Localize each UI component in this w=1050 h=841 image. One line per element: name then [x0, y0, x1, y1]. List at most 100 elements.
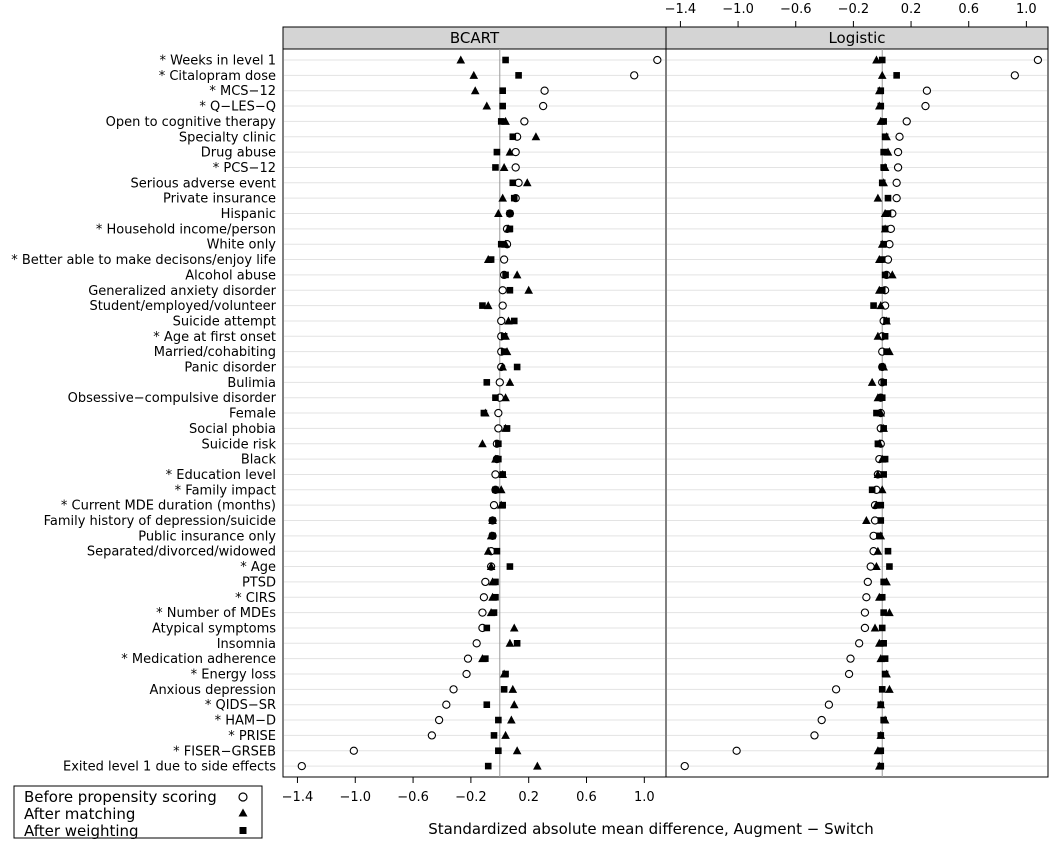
point-weighting — [499, 471, 506, 478]
point-weighting — [506, 210, 514, 217]
point-before — [449, 685, 458, 694]
point-weighting — [489, 532, 496, 540]
point-before — [520, 117, 529, 126]
point-weighting — [499, 102, 506, 110]
point-weighting — [509, 133, 517, 141]
point-weighting — [883, 348, 890, 355]
point-weighting — [506, 563, 514, 570]
point-weighting — [493, 547, 501, 555]
covariate-label: Panic disorder — [184, 361, 276, 376]
point-before — [653, 55, 662, 65]
point-weighting — [880, 578, 887, 586]
point-before — [846, 654, 855, 663]
point-weighting — [878, 256, 886, 263]
point-before — [495, 378, 504, 387]
point-before — [442, 700, 451, 709]
point-weighting — [489, 517, 496, 524]
point-weighting — [509, 179, 517, 187]
covariate-label: Insomnia — [217, 637, 276, 652]
point-matching — [885, 608, 894, 617]
point-matching — [469, 70, 479, 79]
point-weighting — [484, 762, 492, 770]
point-before — [478, 608, 487, 617]
point-weighting — [877, 501, 885, 509]
point-matching — [533, 761, 542, 770]
point-matching — [885, 684, 894, 693]
point-weighting — [880, 240, 887, 248]
point-weighting — [499, 501, 506, 509]
point-weighting — [483, 624, 491, 632]
point-before — [824, 700, 834, 709]
point-weighting — [886, 563, 893, 570]
point-weighting — [497, 118, 505, 125]
point-before — [893, 147, 903, 157]
covariate-label: Generalized anxiety disorder — [88, 284, 276, 299]
point-weighting — [515, 72, 522, 79]
covariate-label: * Weeks in level 1 — [160, 54, 276, 69]
x-axis-title: Standardized absolute mean difference, A… — [428, 820, 873, 838]
panel-title-logistic: Logistic — [828, 29, 885, 47]
point-matching — [512, 270, 522, 279]
covariate-label: Alcohol abuse — [185, 268, 276, 283]
point-weighting — [482, 655, 489, 662]
point-weighting — [513, 640, 521, 647]
point-before — [481, 577, 490, 587]
x-tick-label-bottom: 1.0 — [634, 790, 655, 805]
panels-layer: BCART Logistic — [282, 26, 1049, 778]
point-weighting — [877, 701, 885, 708]
panel-logistic: Logistic — [665, 26, 1049, 778]
point-weighting — [881, 271, 889, 279]
point-matching — [512, 746, 522, 755]
point-matching — [478, 439, 487, 448]
covariate-label: Public insurance only — [138, 529, 276, 544]
covariate-label: * Citalopram dose — [159, 69, 276, 84]
covariate-label: * Age — [240, 560, 276, 575]
point-before — [732, 746, 741, 755]
covariate-label: Anxious depression — [150, 683, 276, 698]
point-weighting — [881, 133, 889, 141]
covariate-label: * PRISE — [228, 729, 276, 744]
point-before — [497, 316, 506, 326]
point-weighting — [493, 148, 501, 156]
x-tick-label-top: −0.6 — [780, 2, 812, 17]
point-before — [427, 731, 437, 740]
x-tick-label-bottom: −1.0 — [339, 790, 371, 805]
covariate-label: Black — [241, 453, 277, 468]
covariate-labels: * Weeks in level 1* Citalopram dose* MCS… — [11, 54, 276, 775]
point-weighting — [878, 394, 886, 401]
covariate-label: Female — [229, 407, 276, 422]
covariate-label: Atypical symptoms — [152, 621, 276, 636]
point-weighting — [880, 425, 887, 432]
point-before — [1033, 55, 1043, 65]
point-weighting — [877, 732, 885, 739]
covariate-label: * Energy loss — [191, 668, 277, 683]
point-weighting — [873, 409, 880, 417]
covariate-label: * Q−LES−Q — [199, 100, 276, 115]
point-before — [1010, 71, 1019, 80]
point-before — [902, 117, 911, 126]
point-before — [349, 746, 358, 755]
point-weighting — [492, 593, 499, 601]
point-before — [892, 178, 901, 187]
covariate-label: Obsessive−compulsive disorder — [68, 391, 277, 406]
point-weighting — [499, 87, 506, 94]
point-weighting — [878, 686, 886, 693]
x-tick-label-bottom: −0.2 — [455, 790, 487, 805]
covariate-label: Social phobia — [189, 422, 276, 437]
point-weighting — [500, 333, 508, 340]
point-weighting — [880, 379, 887, 386]
point-weighting — [877, 87, 885, 94]
covariate-label: * PCS−12 — [213, 161, 276, 176]
point-matching — [496, 485, 506, 494]
covariate-label: * Current MDE duration (months) — [61, 499, 276, 514]
covariate-label: * Better able to make decisons/enjoy lif… — [11, 253, 276, 268]
legend-label-matching: After matching — [24, 805, 135, 823]
covariate-label: * QIDS−SR — [205, 698, 276, 713]
point-weighting — [884, 547, 892, 555]
point-weighting — [870, 302, 877, 309]
covariate-label: Serious adverse event — [131, 176, 277, 191]
covariate-label: PTSD — [242, 575, 276, 590]
point-matching — [872, 55, 881, 64]
point-before — [539, 101, 548, 111]
